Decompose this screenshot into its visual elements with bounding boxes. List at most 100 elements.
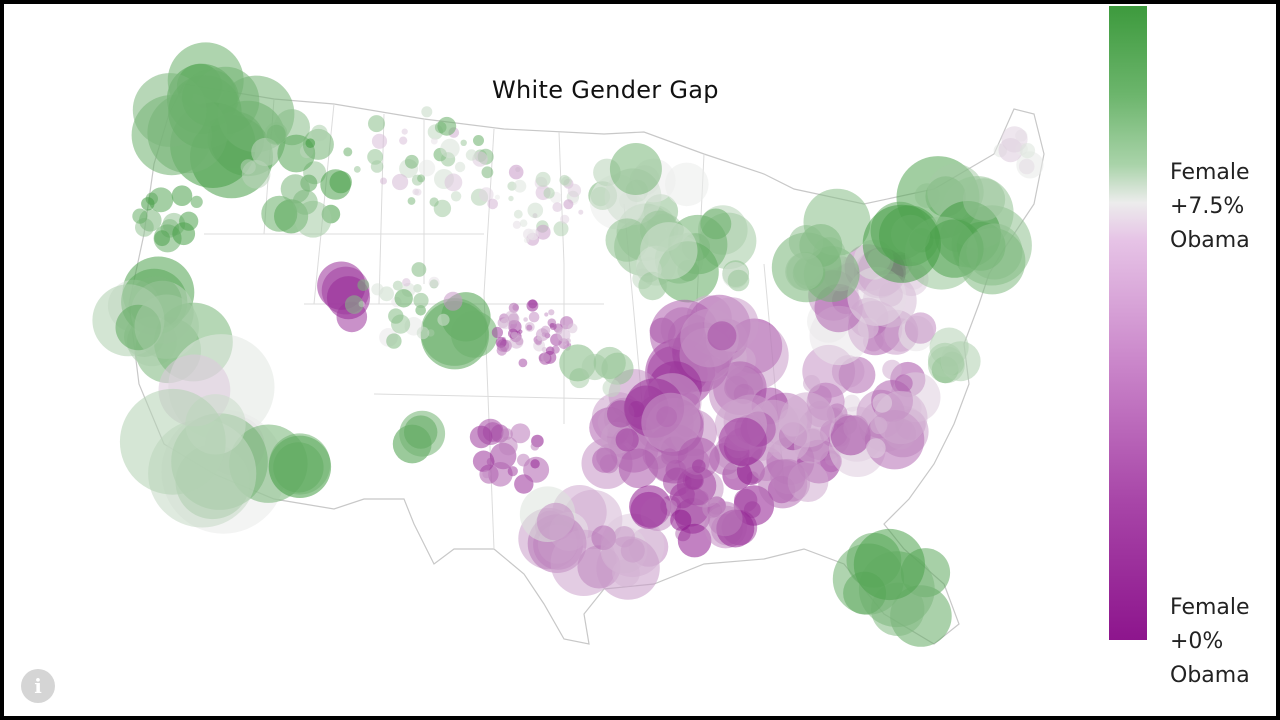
county-bubble	[770, 458, 806, 495]
us-county-bubble-map[interactable]	[4, 4, 1276, 716]
county-bubble	[592, 447, 618, 473]
county-bubble	[429, 197, 439, 207]
county-bubble	[640, 222, 698, 280]
county-bubble	[437, 313, 450, 326]
county-bubble	[380, 177, 387, 185]
county-bubble	[803, 188, 871, 256]
county-bubble	[727, 269, 750, 292]
county-bubble	[544, 312, 549, 317]
county-bubble	[132, 208, 148, 224]
county-bubble	[399, 136, 408, 145]
legend-top-label: Female +7.5% Obama	[1170, 160, 1250, 253]
county-bubble	[404, 415, 438, 449]
info-icon[interactable]: i	[21, 669, 55, 703]
county-bubble	[547, 318, 557, 328]
county-bubble	[940, 341, 981, 382]
county-bubble	[602, 379, 621, 397]
county-bubble	[665, 500, 678, 512]
county-bubble	[473, 135, 484, 146]
county-bubble	[510, 331, 519, 339]
county-bubble	[513, 209, 523, 219]
county-bubble	[486, 457, 495, 466]
county-bubble	[630, 491, 668, 529]
county-bubble	[440, 138, 460, 159]
county-bubble	[707, 321, 737, 351]
county-bubble	[388, 308, 404, 324]
legend-bottom-label: Female +0% Obama	[1170, 595, 1250, 688]
county-bubble	[557, 328, 571, 342]
county-bubble	[779, 392, 835, 448]
county-bubble	[141, 197, 155, 211]
county-bubble	[526, 299, 539, 312]
county-bubble	[305, 138, 316, 148]
county-bubble	[1001, 126, 1028, 153]
county-bubble	[563, 199, 574, 210]
county-bubble	[414, 188, 422, 196]
county-bubble	[567, 323, 578, 334]
county-bubble	[605, 218, 649, 262]
county-bubble	[394, 289, 413, 308]
county-bubble	[444, 173, 463, 192]
county-bubble	[540, 353, 551, 363]
county-bubble	[535, 224, 551, 240]
county-bubble	[718, 417, 767, 466]
county-bubble	[416, 326, 430, 340]
county-bubble	[530, 442, 540, 451]
county-bubble	[543, 187, 555, 199]
county-bubble	[853, 528, 926, 601]
county-bubble	[190, 195, 203, 208]
county-bubble	[407, 197, 416, 205]
county-bubble	[613, 526, 635, 548]
county-bubble	[428, 276, 440, 288]
county-bubble	[417, 174, 426, 183]
county-bubble	[451, 311, 498, 358]
county-bubble	[404, 154, 419, 169]
county-bubble	[264, 122, 288, 145]
county-bubble	[443, 291, 463, 311]
county-bubble	[665, 162, 709, 207]
county-bubble	[518, 358, 528, 368]
county-bubble	[482, 469, 491, 479]
county-bubble	[882, 359, 902, 380]
county-bubble	[496, 345, 507, 356]
county-bubble	[418, 159, 436, 177]
county-bubble	[280, 174, 310, 204]
county-bubble	[540, 325, 551, 335]
county-bubble	[528, 311, 540, 323]
county-bubble	[914, 183, 940, 209]
county-bubble	[320, 169, 351, 200]
county-bubble	[734, 488, 758, 513]
county-bubble	[618, 448, 659, 489]
county-bubble	[430, 137, 438, 145]
county-bubble	[357, 279, 370, 291]
county-bubble	[392, 173, 409, 191]
county-bubble	[481, 166, 494, 179]
county-bubble	[134, 294, 199, 359]
county-bubble	[411, 262, 427, 277]
county-bubble	[311, 124, 328, 142]
county-bubble	[171, 185, 193, 206]
county-bubble	[607, 400, 635, 428]
county-bubble	[1019, 143, 1036, 159]
county-bubble	[154, 230, 171, 247]
county-bubble	[507, 466, 518, 477]
county-bubble	[413, 292, 429, 309]
county-bubble	[251, 137, 280, 167]
county-bubble	[785, 252, 824, 291]
county-bubble	[559, 174, 570, 186]
county-bubble	[707, 501, 743, 537]
county-bubble	[700, 208, 732, 240]
color-scale-bar	[1109, 6, 1147, 640]
county-bubble	[437, 116, 457, 136]
county-bubble	[495, 337, 507, 348]
county-bubble	[261, 195, 298, 232]
county-bubble	[386, 333, 402, 349]
county-bubble	[454, 161, 466, 173]
county-bubble	[488, 462, 513, 487]
county-bubble	[890, 214, 931, 255]
county-bubble	[552, 202, 563, 213]
county-bubble	[512, 220, 521, 229]
county-bubble	[904, 312, 937, 344]
county-bubble	[479, 187, 494, 202]
county-bubble	[677, 523, 712, 558]
